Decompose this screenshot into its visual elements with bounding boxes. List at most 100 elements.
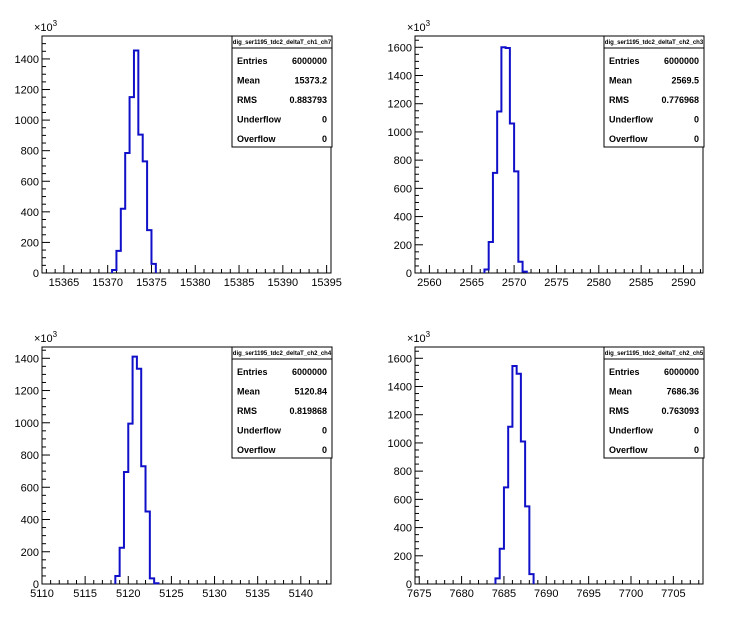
stats-value: 6000000 [664,56,699,66]
y-tick-label: 200 [21,237,39,249]
y-tick-label: 400 [394,523,412,535]
stats-value: 5120.84 [294,387,327,397]
y-tick-label: 1400 [15,353,39,365]
x-tick-label: 2590 [671,277,695,289]
y-tick-label: 1400 [388,382,412,394]
y-tick-label: 0 [33,268,39,280]
stats-label: Mean [237,76,260,86]
histogram-pad-3: 0 200 400 600 800 1000 1200 1400 5110 5115 5120 512… [15,330,333,600]
y-tick-label: 1000 [15,418,39,430]
x-tick-label: 5125 [159,588,183,600]
stats-label: Underflow [609,426,654,436]
y-tick-label: 1000 [388,127,412,139]
stats-label: Mean [609,387,632,397]
stats-label: RMS [609,406,629,416]
stats-label: Mean [609,76,632,86]
x-tick-label: 15370 [92,277,123,289]
y-tick-label: 400 [21,515,39,527]
stats-value: 7686.36 [666,387,699,397]
y-tick-label: 0 [406,579,412,591]
x-tick-label: 7680 [449,588,473,600]
stats-box [603,346,705,459]
plot-frame [414,346,704,585]
stats-label: Underflow [237,115,282,125]
y-tick-label: 600 [21,176,39,188]
stats-label: Mean [237,387,260,397]
histogram-pad-1: 0 200 400 600 800 1000 1200 1400 15365 15370 15375… [15,19,342,289]
y-tick-label: 1000 [15,115,39,127]
stats-value: 0 [322,134,327,144]
x-tick-label: 15395 [311,277,342,289]
stats-box [231,346,333,459]
y-tick-label: 1600 [388,353,412,365]
x-tick-label: 5120 [116,588,140,600]
y-exponent-label: ×103 [407,330,431,345]
y-tick-label: 0 [33,579,39,591]
stats-label: Overflow [237,134,277,144]
x-tick-label: 5110 [30,588,54,600]
stats-value: 6000000 [292,367,327,377]
stats-value: 6000000 [292,56,327,66]
y-tick-label: 1000 [388,438,412,450]
stats-label: Entries [237,367,268,377]
x-tick-label: 2565 [460,277,484,289]
stats-title: dig_ser1195_tdc2_deltaT_ch2_ch5 [605,351,704,357]
stats-value: 0 [694,115,699,125]
x-tick-label: 5130 [202,588,226,600]
stats-title: dig_ser1195_tdc2_deltaT_ch2_ch3 [605,40,704,46]
x-tick-label: 7675 [407,588,431,600]
y-tick-label: 600 [394,183,412,195]
stats-label: RMS [237,95,257,105]
y-tick-label: 200 [394,551,412,563]
histogram-series [483,46,528,273]
histogram-series [114,355,160,585]
y-tick-label: 200 [21,547,39,559]
stats-value: 0 [322,445,327,455]
x-tick-label: 2580 [587,277,611,289]
stats-value: 6000000 [664,367,699,377]
y-tick-label: 600 [394,494,412,506]
y-tick-label: 800 [21,450,39,462]
stats-label: Overflow [609,445,649,455]
y-tick-label: 1600 [388,42,412,54]
x-tick-label: 7685 [492,588,516,600]
y-tick-label: 800 [21,146,39,158]
y-tick-label: 1200 [388,99,412,111]
x-tick-label: 5135 [245,588,269,600]
x-tick-label: 7690 [534,588,558,600]
y-exponent-label: ×103 [34,19,58,34]
stats-value: 2569.5 [671,76,699,86]
stats-label: Overflow [609,134,649,144]
stats-label: Underflow [237,426,282,436]
stats-label: RMS [609,95,629,105]
stats-value: 0.883793 [289,95,327,105]
y-tick-label: 0 [406,268,412,280]
stats-title: dig_ser1195_tdc2_deltaT_ch2_ch4 [233,351,332,357]
y-exponent-power: 3 [426,19,431,28]
y-tick-label: 800 [394,466,412,478]
x-tick-label: 7705 [661,588,685,600]
y-tick-label: 1400 [15,54,39,66]
y-tick-label: 1200 [388,410,412,422]
y-tick-label: 1200 [15,386,39,398]
x-tick-label: 2560 [417,277,441,289]
y-tick-label: 1400 [388,71,412,83]
stats-label: Overflow [237,445,277,455]
y-tick-label: 600 [21,482,39,494]
stats-value: 0 [322,115,327,125]
y-exponent-label: ×103 [34,330,58,345]
stats-value: 0 [322,426,327,436]
stats-value: 0.776968 [661,95,699,105]
plot-frame [41,346,332,585]
stats-value: 0 [694,134,699,144]
y-tick-label: 1200 [15,85,39,97]
stats-label: Entries [609,367,640,377]
histogram-series [494,365,535,584]
y-exponent-power: 3 [53,19,58,28]
x-tick-label: 5115 [73,588,97,600]
x-tick-label: 15380 [180,277,211,289]
histogram-pad-4: 0 200 400 600 800 1000 1200 1400 1600 7675 7680 768… [388,330,705,600]
stats-box [231,35,333,148]
y-exponent-power: 3 [53,330,58,339]
